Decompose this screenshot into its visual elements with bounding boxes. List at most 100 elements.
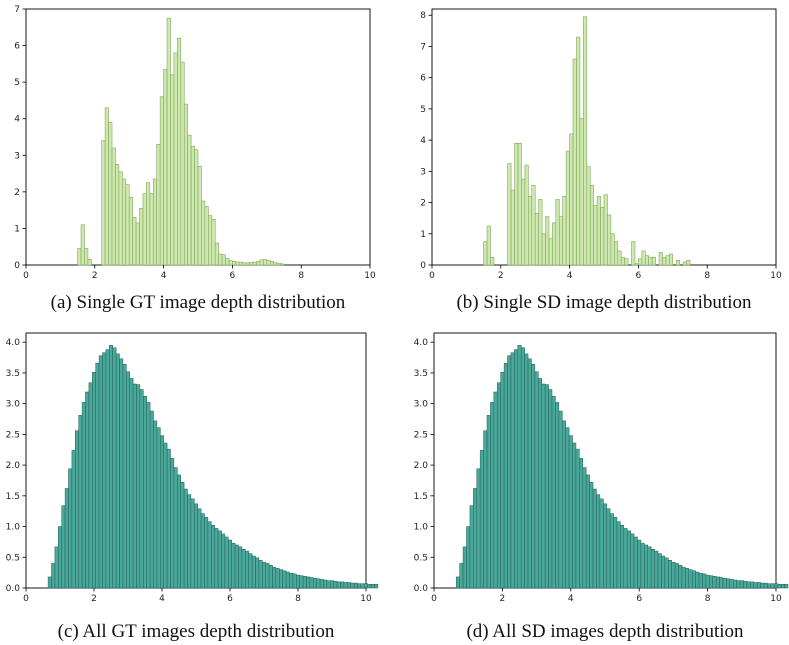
histogram-bar	[592, 488, 597, 589]
histogram-bar	[644, 255, 650, 266]
histogram-bar	[497, 382, 501, 589]
histogram-bar	[262, 561, 266, 589]
histogram-bar	[142, 193, 147, 266]
histogram-bar	[275, 568, 280, 589]
histogram-bar	[534, 213, 539, 266]
y-tick-label: 2	[420, 199, 426, 209]
histogram-bar	[170, 74, 175, 266]
histogram-bar	[695, 571, 700, 589]
histogram-bar	[575, 448, 580, 589]
ticks: 0 2 4 6 8 10 0.0 0.5 1.0 1.5 2.0 2.5 3.0 3.5 4.0	[414, 338, 782, 604]
y-tick-label: 0	[420, 261, 426, 271]
y-tick-label: 8	[420, 11, 426, 21]
histogram-bar	[71, 450, 76, 589]
y-tick-label: 7	[14, 5, 20, 15]
histogram-bar	[548, 238, 553, 266]
histogram-bar	[333, 580, 338, 589]
histogram-bar	[75, 430, 79, 589]
histogram-bar	[651, 256, 656, 266]
y-tick-label: 6	[14, 42, 20, 52]
y-tick-label: 3.0	[414, 400, 429, 410]
histogram-bar	[296, 574, 300, 589]
histogram-bar	[256, 261, 261, 266]
bars	[455, 345, 789, 589]
histogram-bar	[259, 259, 264, 266]
histogram-bar	[374, 584, 379, 589]
y-tick-label: 4.0	[6, 338, 21, 348]
histogram-bar	[77, 248, 82, 266]
histogram-bar	[644, 544, 649, 589]
histogram-bar	[214, 528, 219, 589]
histogram-bar	[658, 252, 663, 266]
y-tick-label: 1.0	[414, 523, 429, 533]
histogram-bar	[617, 250, 622, 266]
histogram-bar	[746, 581, 751, 589]
histogram-bar	[613, 517, 618, 589]
histogram-bar	[767, 583, 772, 589]
histogram-bar	[109, 345, 113, 589]
histogram-bar	[569, 133, 574, 266]
histogram-bar	[122, 178, 127, 266]
histogram-bar	[614, 241, 619, 266]
histogram-bar	[95, 362, 100, 589]
histogram-bar	[524, 353, 529, 589]
histogram-bar	[486, 225, 491, 266]
histogram-bar	[558, 216, 564, 266]
histogram-bar	[654, 550, 659, 589]
y-tick-label: 0	[14, 261, 20, 271]
histogram-bar	[166, 17, 171, 266]
x-tick-label: 6	[636, 271, 642, 281]
x-tick-label: 0	[431, 594, 437, 604]
histogram-bar	[61, 505, 66, 589]
histogram-bar	[118, 171, 123, 266]
ticks: 0 2 4 6 8 10 0 1 2 3 4 5 6 7 8	[420, 11, 782, 281]
histogram-bar	[51, 563, 56, 589]
histogram-bar	[531, 364, 536, 589]
y-tick-label: 6	[420, 74, 426, 84]
histogram-bar	[330, 580, 334, 589]
histogram-bar	[208, 215, 213, 266]
histogram-bar	[483, 241, 488, 266]
histogram-bar	[200, 513, 205, 589]
histogram-bar	[122, 364, 127, 589]
histogram-bar	[729, 579, 734, 589]
histogram-bar	[163, 442, 168, 589]
histogram-bar	[84, 248, 89, 266]
histogram-bar	[661, 555, 666, 589]
histogram-bar	[263, 259, 268, 266]
histogram-bar	[565, 427, 570, 589]
histogram-bar	[132, 383, 137, 589]
histogram-bar	[521, 178, 526, 266]
histogram-bar	[125, 184, 130, 266]
histogram-bar	[115, 353, 120, 589]
histogram-bar	[726, 578, 731, 589]
histogram-bar	[493, 391, 498, 589]
histogram-bar	[722, 577, 727, 589]
histogram-bar	[180, 61, 185, 266]
histogram-bar	[490, 256, 495, 266]
histogram-bar	[589, 482, 594, 589]
x-tick-label: 2	[498, 271, 504, 281]
histogram-bar	[551, 396, 556, 589]
histogram-bar	[187, 134, 192, 266]
histogram-bar	[98, 355, 103, 589]
histogram-bar	[292, 573, 297, 589]
histogram-bar	[562, 420, 566, 589]
histogram-bar	[269, 261, 274, 266]
histogram-bar	[282, 570, 287, 589]
histogram-bar	[552, 222, 557, 266]
caption: (b) Single SD image depth distribution	[456, 292, 752, 313]
histogram-bar	[517, 345, 522, 589]
histogram-bar	[579, 458, 584, 589]
histogram-bar	[170, 458, 175, 589]
histogram-bar	[671, 561, 676, 589]
histogram-bar	[576, 36, 581, 266]
histogram-bar	[64, 488, 69, 589]
panel-c: 0 2 4 6 8 10 0.0 0.5 1.0 1.5 2.0 2.5 3.0 3.5 4.0 (c) A…	[6, 332, 379, 642]
histogram-bar	[634, 263, 639, 266]
histogram-bar	[249, 262, 254, 266]
histogram-bar	[455, 576, 460, 589]
histogram-bar	[600, 206, 605, 266]
histogram-bar	[479, 450, 484, 589]
histogram-bar	[583, 16, 588, 266]
